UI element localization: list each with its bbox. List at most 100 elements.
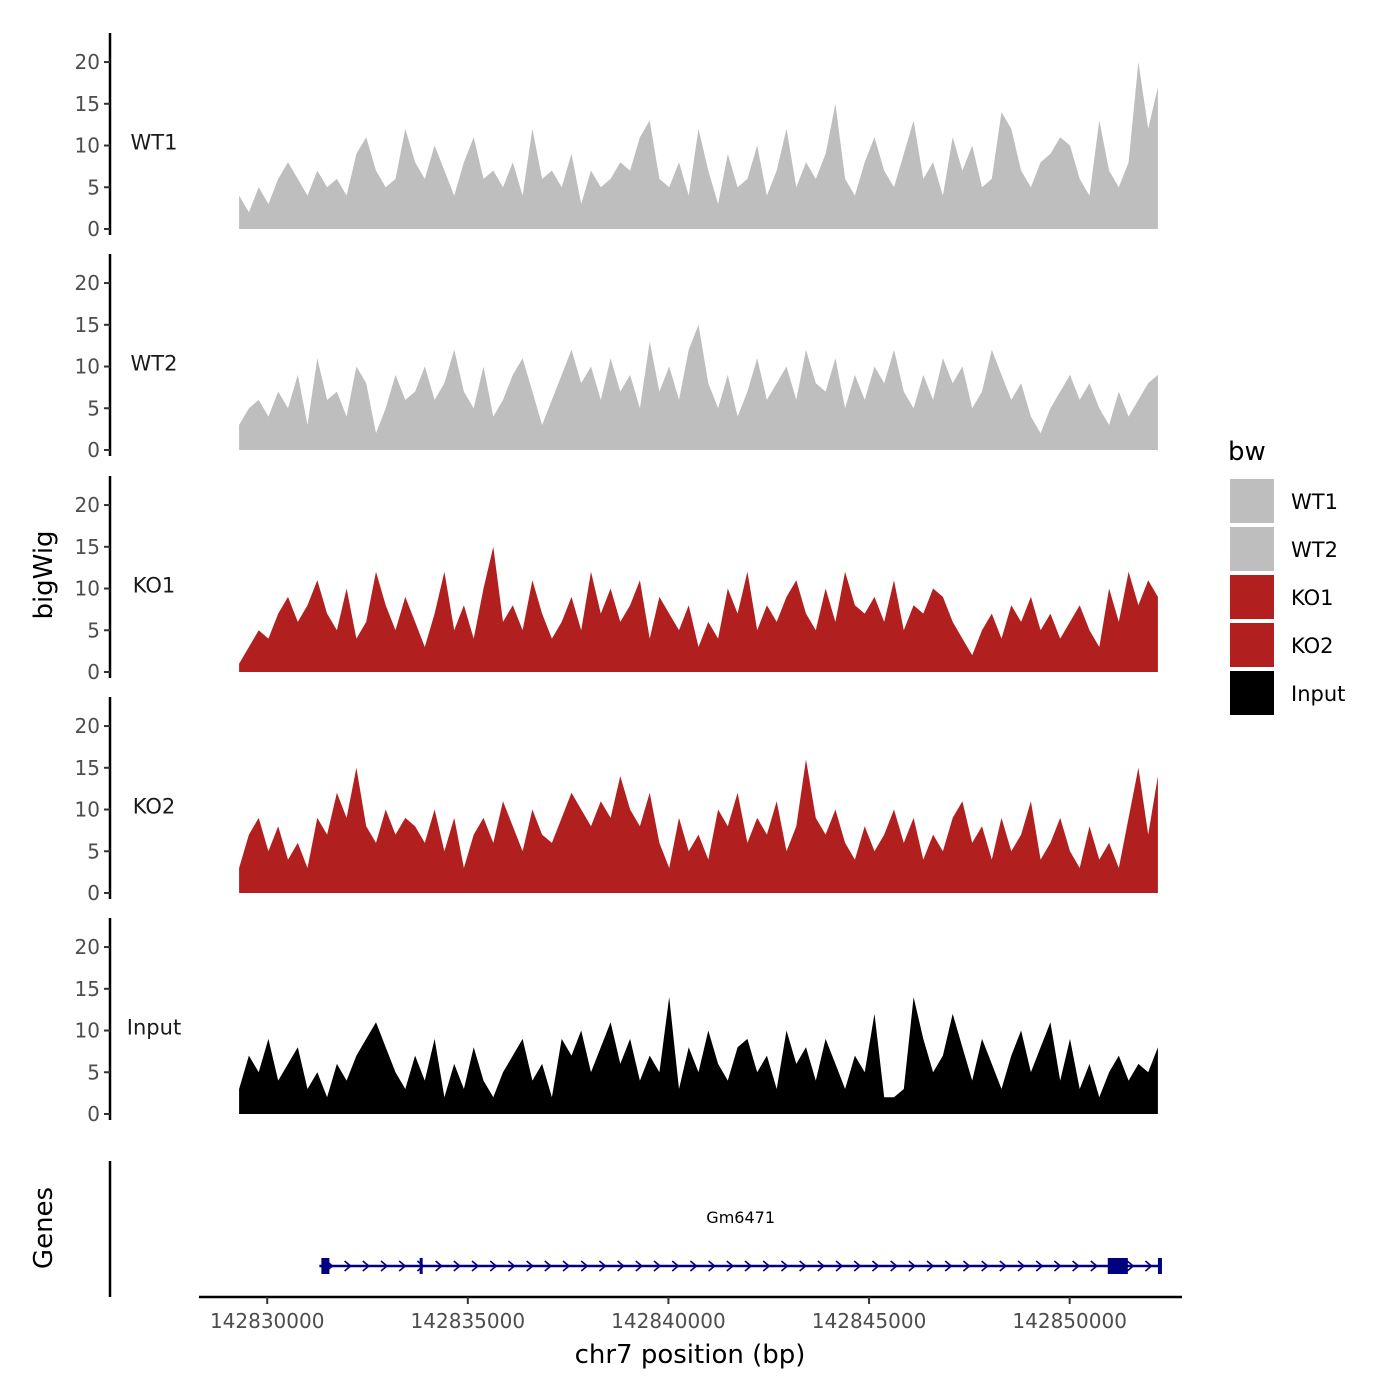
x-axis: 142830000 142835000 142840000 142845000 1428… [199, 1295, 1182, 1370]
strand-arrow [635, 1260, 644, 1272]
y-tick-label: 5 [87, 839, 100, 863]
y-tick-label: 0 [87, 660, 100, 684]
legend-title: bw [1228, 437, 1266, 467]
y-tick-label: 10 [75, 577, 100, 601]
strand-arrow [999, 1260, 1008, 1272]
area-ko1 [239, 546, 1158, 672]
strand-arrow [853, 1260, 862, 1272]
strand-arrow [1072, 1260, 1080, 1272]
gene-label: Gm6471 [706, 1208, 775, 1227]
x-tick-label: 142835000 [411, 1309, 526, 1333]
track-panel-ko2: 0 5 10 15 20 KO2 [75, 697, 1158, 905]
legend-swatch [1230, 527, 1274, 571]
legend-item-input: Input [1230, 671, 1345, 715]
strand-arrow [689, 1260, 698, 1272]
strand-arrow [744, 1260, 753, 1272]
strand-arrow [1126, 1260, 1135, 1272]
x-tick-label: 142845000 [812, 1309, 927, 1333]
strand-arrow [526, 1260, 534, 1272]
track-label: Input [127, 1015, 181, 1039]
y-tick-label: 20 [75, 271, 100, 295]
legend-swatch [1230, 623, 1274, 667]
strand-arrow [671, 1260, 680, 1272]
gene-exon [1107, 1258, 1128, 1274]
y-tick-label: 20 [75, 714, 100, 738]
gene-exon [321, 1258, 330, 1274]
strand-arrow [835, 1260, 844, 1272]
strand-arrow [507, 1260, 516, 1272]
area-wt1 [239, 62, 1158, 229]
strand-arrow [890, 1260, 898, 1272]
y-tick-label: 10 [75, 134, 100, 158]
strand-arrow [489, 1260, 498, 1272]
strand-arrow [562, 1260, 571, 1272]
y-tick-label: 15 [75, 92, 100, 116]
x-ticks: 142830000 142835000 142840000 142845000 1428… [210, 1297, 1127, 1333]
legend-swatch [1230, 671, 1274, 715]
track-label: WT1 [131, 130, 178, 154]
strand-arrow [708, 1260, 716, 1272]
area-wt2 [239, 324, 1158, 450]
legend-item-ko2: KO2 [1230, 623, 1334, 667]
strand-arrow [453, 1260, 462, 1272]
y-tick-label: 20 [75, 50, 100, 74]
legend-label: KO1 [1291, 586, 1334, 610]
strand-arrow [762, 1260, 771, 1272]
track-panel-wt2: 0 5 10 15 20 WT2 [75, 254, 1158, 462]
y-tick-label: 10 [75, 355, 100, 379]
strand-arrow [471, 1260, 480, 1272]
strand-arrow [544, 1260, 553, 1272]
legend-label: KO2 [1291, 634, 1334, 658]
x-tick-label: 142840000 [611, 1309, 726, 1333]
genes-axis-title: Genes [29, 1187, 59, 1269]
y-tick-label: 15 [75, 535, 100, 559]
strand-arrow [908, 1260, 917, 1272]
y-tick-label: 5 [87, 618, 100, 642]
legend-item-ko1: KO1 [1230, 575, 1334, 619]
y-tick-label: 5 [87, 1060, 100, 1084]
strand-arrow [362, 1260, 371, 1272]
strand-arrow [398, 1260, 407, 1272]
y-tick-label: 10 [75, 798, 100, 822]
gene-track: Gm6471 [319, 1208, 1162, 1274]
y-axis-title: bigWig [29, 530, 59, 619]
area-ko2 [239, 759, 1158, 893]
gene-exon [1157, 1258, 1162, 1274]
strand-arrow [1053, 1260, 1062, 1272]
track-label: KO2 [133, 794, 176, 818]
strand-arrow [380, 1260, 389, 1272]
gene-exon [419, 1258, 423, 1274]
strand-arrow [416, 1260, 425, 1272]
area-input [239, 997, 1158, 1114]
track-label: WT2 [131, 351, 178, 375]
y-tick-label: 5 [87, 175, 100, 199]
x-tick-label: 142850000 [1012, 1309, 1127, 1333]
strand-arrow [580, 1260, 589, 1272]
strand-arrow [1035, 1260, 1044, 1272]
legend-label: WT2 [1291, 538, 1338, 562]
y-tick-label: 0 [87, 438, 100, 462]
legend: bw WT1 WT2 KO1 KO2 Input [1228, 437, 1345, 715]
strand-arrow [780, 1260, 789, 1272]
strand-arrow [926, 1260, 935, 1272]
track-panels: 0 5 10 15 20 WT1 0 5 10 15 20 WT2 0 5 10 15 20 KO1 0 5 10 15 2… [75, 33, 1158, 1126]
strand-arrow [817, 1260, 826, 1272]
strand-arrow [799, 1260, 807, 1272]
strand-arrow [435, 1260, 443, 1272]
y-tick-label: 0 [87, 881, 100, 905]
y-tick-label: 0 [87, 1102, 100, 1126]
y-tick-label: 20 [75, 935, 100, 959]
strand-arrow [1017, 1260, 1026, 1272]
track-panel-wt1: 0 5 10 15 20 WT1 [75, 33, 1158, 241]
legend-swatch [1230, 575, 1274, 619]
track-label: KO1 [133, 573, 176, 597]
genes-panel: Genes Gm6471 [29, 1161, 1162, 1297]
legend-label: Input [1291, 682, 1345, 706]
strand-arrow [598, 1260, 607, 1272]
y-tick-label: 5 [87, 396, 100, 420]
legend-swatch [1230, 479, 1274, 523]
y-tick-label: 20 [75, 493, 100, 517]
legend-item-wt2: WT2 [1230, 527, 1338, 571]
y-tick-label: 0 [87, 217, 100, 241]
